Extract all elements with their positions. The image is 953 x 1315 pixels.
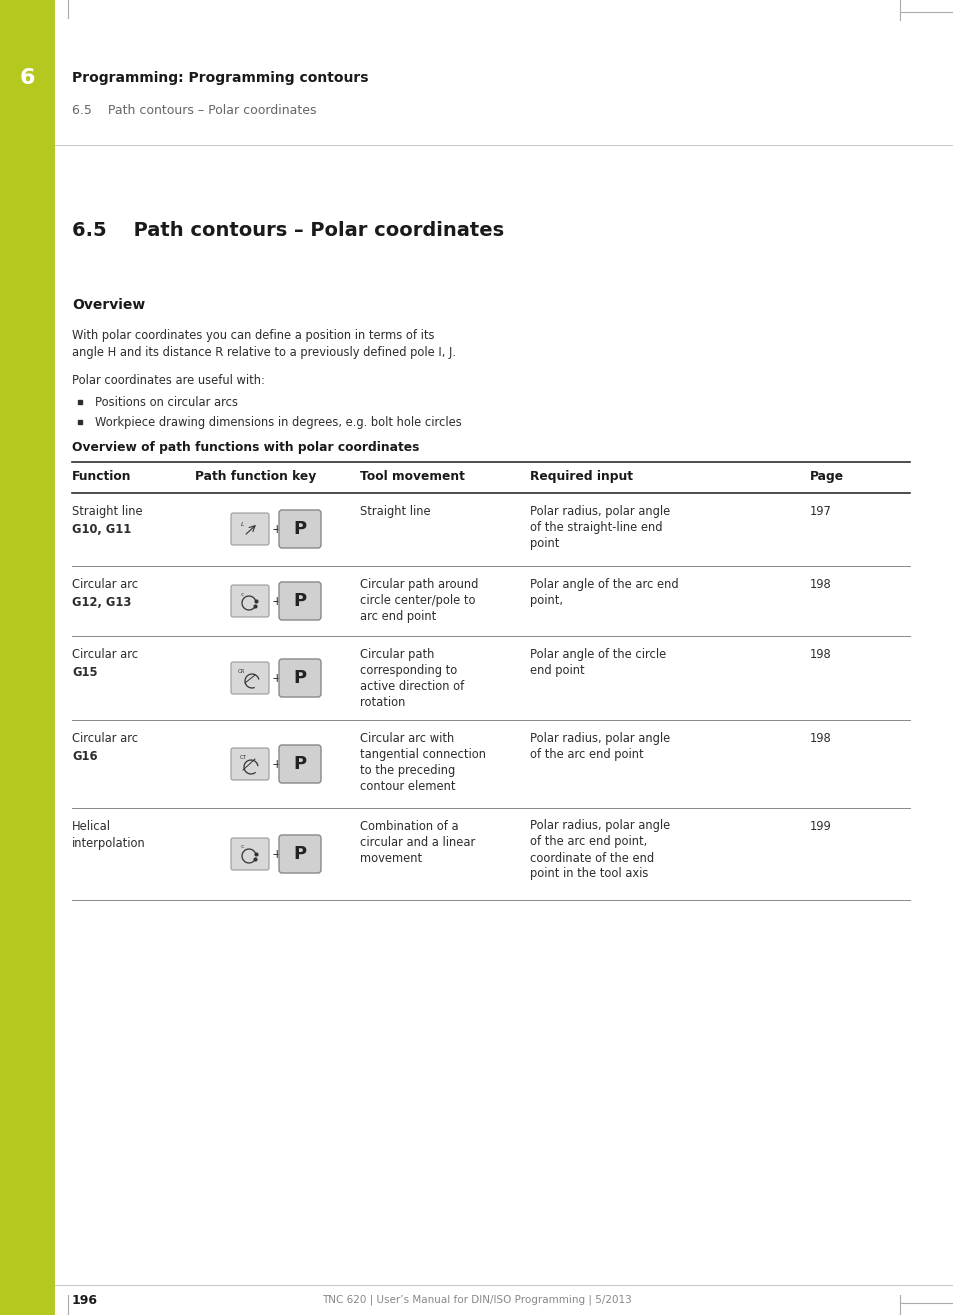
FancyBboxPatch shape — [231, 585, 269, 617]
Text: circle center/pole to: circle center/pole to — [359, 593, 475, 606]
Text: Polar radius, polar angle: Polar radius, polar angle — [530, 505, 670, 518]
Text: 6.5    Path contours – Polar coordinates: 6.5 Path contours – Polar coordinates — [71, 221, 503, 239]
Text: contour element: contour element — [359, 780, 455, 793]
Text: end point: end point — [530, 664, 584, 676]
Text: P: P — [294, 519, 306, 538]
FancyBboxPatch shape — [231, 838, 269, 871]
FancyBboxPatch shape — [278, 835, 320, 873]
Text: Overview of path functions with polar coordinates: Overview of path functions with polar co… — [71, 441, 419, 454]
Text: angle H and its distance R relative to a previously defined pole I, J.: angle H and its distance R relative to a… — [71, 346, 456, 359]
Text: Polar coordinates are useful with:: Polar coordinates are useful with: — [71, 373, 265, 387]
Text: P: P — [294, 592, 306, 610]
Text: G15: G15 — [71, 665, 97, 679]
Text: corresponding to: corresponding to — [359, 664, 456, 676]
FancyBboxPatch shape — [231, 513, 269, 544]
FancyBboxPatch shape — [278, 583, 320, 619]
Text: Workpiece drawing dimensions in degrees, e.g. bolt hole circles: Workpiece drawing dimensions in degrees,… — [95, 416, 461, 429]
Text: Path function key: Path function key — [194, 469, 315, 483]
Text: 198: 198 — [809, 731, 831, 744]
Text: CT: CT — [239, 755, 246, 760]
Text: +: + — [272, 522, 282, 535]
Text: Straight line: Straight line — [71, 505, 143, 518]
Text: CR: CR — [238, 668, 246, 673]
FancyBboxPatch shape — [278, 510, 320, 548]
Text: Required input: Required input — [530, 469, 633, 483]
Text: Circular arc: Circular arc — [71, 577, 138, 590]
Text: G16: G16 — [71, 750, 97, 763]
Text: coordinate of the end: coordinate of the end — [530, 852, 654, 864]
Text: of the straight-line end: of the straight-line end — [530, 521, 661, 534]
Text: Tool movement: Tool movement — [359, 469, 464, 483]
Text: of the arc end point: of the arc end point — [530, 747, 643, 760]
Text: Polar angle of the circle: Polar angle of the circle — [530, 647, 665, 660]
Text: 197: 197 — [809, 505, 831, 518]
Text: point: point — [530, 537, 558, 550]
Text: Overview: Overview — [71, 299, 145, 312]
FancyBboxPatch shape — [278, 746, 320, 782]
Text: c: c — [240, 844, 244, 849]
Text: movement: movement — [359, 852, 421, 864]
Text: Programming: Programming contours: Programming: Programming contours — [71, 71, 368, 85]
Text: P: P — [294, 755, 306, 773]
Text: arc end point: arc end point — [359, 609, 436, 622]
Text: rotation: rotation — [359, 696, 405, 709]
Text: G12, G13: G12, G13 — [71, 596, 132, 609]
Text: Page: Page — [809, 469, 843, 483]
Text: Circular arc: Circular arc — [71, 647, 138, 660]
Text: to the preceding: to the preceding — [359, 764, 455, 776]
Text: Polar radius, polar angle: Polar radius, polar angle — [530, 731, 670, 744]
Text: Positions on circular arcs: Positions on circular arcs — [95, 396, 237, 409]
Text: Combination of a: Combination of a — [359, 819, 458, 832]
Text: Helical: Helical — [71, 819, 111, 832]
Text: +: + — [272, 757, 282, 771]
Text: 6.5    Path contours – Polar coordinates: 6.5 Path contours – Polar coordinates — [71, 104, 316, 117]
Text: Circular arc: Circular arc — [71, 731, 138, 744]
Text: 199: 199 — [809, 819, 831, 832]
Text: Polar angle of the arc end: Polar angle of the arc end — [530, 577, 678, 590]
Text: P: P — [294, 669, 306, 686]
Text: Circular path: Circular path — [359, 647, 434, 660]
Text: 198: 198 — [809, 647, 831, 660]
Text: circular and a linear: circular and a linear — [359, 835, 475, 848]
Text: With polar coordinates you can define a position in terms of its: With polar coordinates you can define a … — [71, 329, 434, 342]
Text: c: c — [240, 592, 244, 597]
Text: P: P — [294, 846, 306, 863]
Text: Polar radius, polar angle: Polar radius, polar angle — [530, 819, 670, 832]
Bar — [0, 0, 55, 1315]
FancyBboxPatch shape — [231, 661, 269, 694]
Text: 196: 196 — [71, 1294, 98, 1307]
Text: active direction of: active direction of — [359, 680, 464, 693]
Text: Circular arc with: Circular arc with — [359, 731, 454, 744]
Text: Circular path around: Circular path around — [359, 577, 477, 590]
Text: +: + — [272, 847, 282, 860]
Text: +: + — [272, 594, 282, 608]
Text: point in the tool axis: point in the tool axis — [530, 868, 648, 881]
Text: Function: Function — [71, 469, 132, 483]
FancyBboxPatch shape — [278, 659, 320, 697]
Text: L: L — [241, 522, 245, 526]
Text: interpolation: interpolation — [71, 836, 146, 849]
FancyBboxPatch shape — [231, 748, 269, 780]
Text: 198: 198 — [809, 577, 831, 590]
Text: +: + — [272, 672, 282, 685]
Text: of the arc end point,: of the arc end point, — [530, 835, 646, 848]
Text: G10, G11: G10, G11 — [71, 522, 132, 535]
Text: Straight line: Straight line — [359, 505, 430, 518]
Text: 6: 6 — [19, 68, 34, 88]
Text: tangential connection: tangential connection — [359, 747, 485, 760]
Text: point,: point, — [530, 593, 562, 606]
Text: TNC 620 | User’s Manual for DIN/ISO Programming | 5/2013: TNC 620 | User’s Manual for DIN/ISO Prog… — [322, 1295, 631, 1306]
